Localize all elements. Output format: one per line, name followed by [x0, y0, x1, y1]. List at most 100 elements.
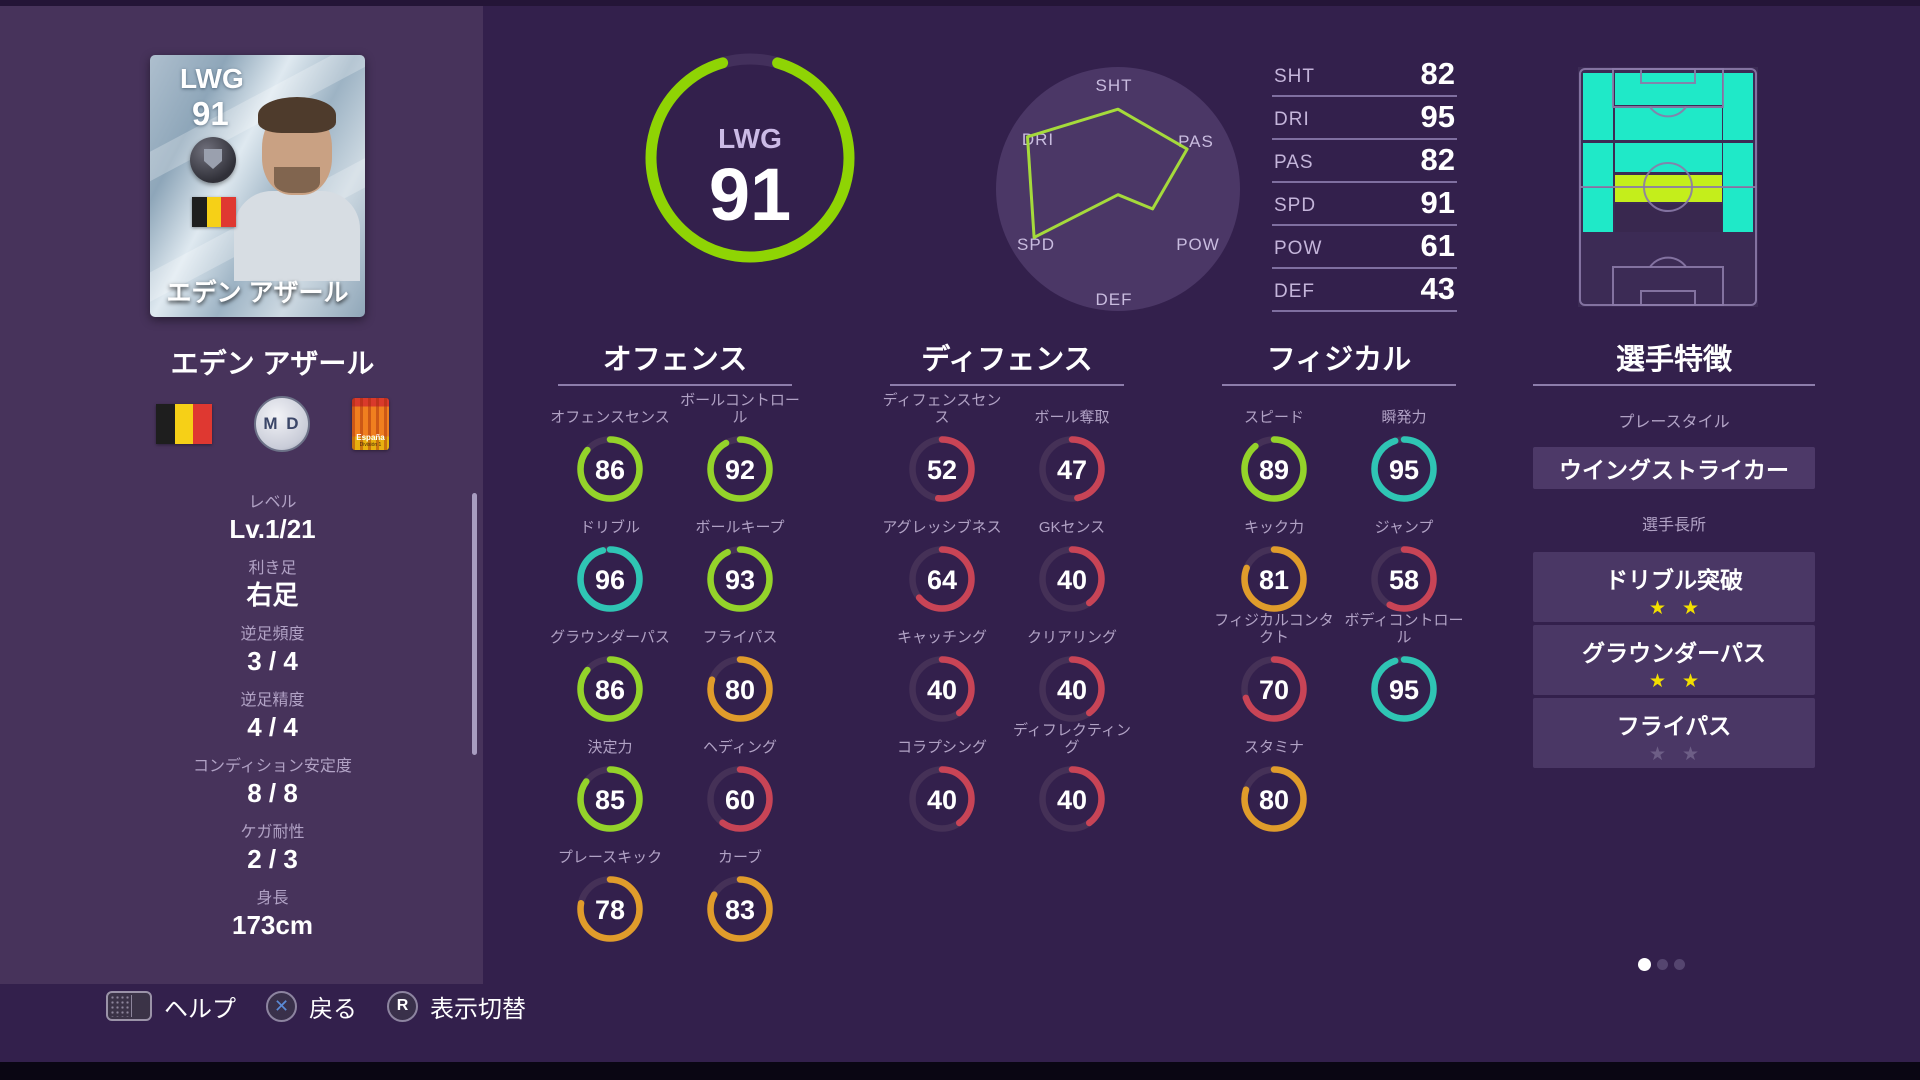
radar-axis-label: SPD: [1017, 235, 1055, 254]
cross-button-icon[interactable]: ✕: [266, 990, 297, 1022]
svg-text:40: 40: [1057, 565, 1087, 595]
svg-text:85: 85: [595, 785, 625, 815]
stat-cell: ボールキープ 93: [675, 502, 805, 612]
stat-ring: 95: [1371, 436, 1437, 502]
stat-ring: 83: [707, 876, 773, 942]
stat-column-title: ディフェンス: [921, 344, 1093, 376]
attribute-pair: 身長 173cm: [232, 889, 313, 942]
stat-cell: ボディコントロール 95: [1339, 612, 1469, 722]
stat-label: ボディコントロール: [1344, 612, 1464, 646]
affiliation-row: M D España División 1: [60, 396, 485, 452]
player-photo-hair: [258, 97, 336, 133]
stat-cell: クリアリング 40: [1007, 612, 1137, 722]
radar-axis-label: POW: [1176, 235, 1220, 254]
summary-stat-value: 91: [1420, 185, 1455, 220]
player-attributes-list: レベル Lv.1/21 利き足 右足 逆足頻度 3 / 4 逆足精度 4 / 4 コンディション…: [60, 493, 485, 955]
r-button-icon[interactable]: R: [387, 990, 418, 1022]
stat-cell: ボール奪取 47: [1007, 392, 1137, 502]
svg-text:40: 40: [1057, 785, 1087, 815]
overall-position-label: LWG: [718, 123, 782, 154]
stat-ring: 64: [909, 546, 975, 612]
stat-label: ボールコントロール: [680, 392, 800, 426]
player-sidebar: LWG 91 エデン アザール エデン アザール M D España Divi…: [0, 6, 483, 984]
stat-label: ジャンプ: [1374, 519, 1434, 536]
position-field-map: [1578, 67, 1758, 307]
stat-cell: GKセンス 40: [1007, 502, 1137, 612]
page-dot[interactable]: [1638, 958, 1651, 971]
stat-label: スタミナ: [1243, 739, 1304, 756]
stat-column-3: フィジカル スピード 89 瞬発力 95 キック力 81 ジャンプ 58 フィジカルコンタクト 70…: [1209, 340, 1469, 832]
stat-column-underline: [558, 384, 792, 386]
stat-label: 瞬発力: [1381, 409, 1427, 426]
playstyle-label: プレースタイル: [1618, 414, 1730, 431]
stat-column-2: ディフェンス ディフェンスセンス 52 ボール奪取 47 アグレッシブネス 64 GKセンス 4…: [877, 340, 1137, 832]
stat-cell: グラウンダーパス 86: [545, 612, 675, 722]
summary-stat-value: 82: [1420, 56, 1455, 91]
strength-card[interactable]: ドリブル突破 ★★: [1533, 552, 1815, 622]
stat-ring: 40: [909, 766, 975, 832]
stat-cell: オフェンスセンス 86: [545, 392, 675, 502]
stat-column-title: オフェンス: [602, 344, 748, 376]
stat-label: スピード: [1243, 409, 1304, 426]
traits-panel: 選手特徴 プレースタイル ウイングストライカー 選手長所 ドリブル突破 ★★ グラウ…: [1533, 340, 1815, 768]
svg-text:96: 96: [595, 565, 625, 595]
help-label[interactable]: ヘルプ: [164, 995, 236, 1023]
stat-cell: フライパス 80: [675, 612, 805, 722]
belgium-flag-icon: [192, 197, 237, 227]
stat-ring: 58: [1371, 546, 1437, 612]
stat-cell: コラプシング 40: [877, 722, 1007, 832]
stat-cell: カーブ 83: [675, 832, 805, 942]
attribute-label: 身長: [256, 890, 289, 907]
strength-stars: ★★: [1648, 671, 1716, 692]
title-underline: [1533, 384, 1815, 386]
page-dot[interactable]: [1657, 959, 1668, 970]
stat-label: フライパス: [702, 629, 778, 646]
stat-label: クリアリング: [1026, 629, 1117, 646]
stat-column-title: フィジカル: [1266, 344, 1412, 376]
stat-ring: 52: [909, 436, 975, 502]
svg-text:92: 92: [725, 455, 755, 485]
card-rating: 91: [192, 95, 229, 132]
strength-card[interactable]: グラウンダーパス ★★: [1533, 625, 1815, 695]
summary-stat-value: 95: [1420, 99, 1455, 134]
summary-stat-row: SPD 91: [1272, 183, 1457, 226]
stat-ring: 96: [577, 546, 643, 612]
attribute-pair: 逆足頻度 3 / 4: [240, 625, 304, 678]
sidebar-scrollbar[interactable]: [472, 493, 477, 755]
attribute-label: 逆足頻度: [240, 626, 305, 643]
display-toggle-label[interactable]: 表示切替: [430, 995, 526, 1023]
touchpad-button-icon[interactable]: [106, 991, 152, 1021]
stat-ring: 85: [577, 766, 643, 832]
stat-column-1: オフェンス オフェンスセンス 86 ボールコントロール 92 ドリブル 96 ボールキープ 93…: [545, 340, 805, 942]
stat-label: コラプシング: [896, 739, 987, 756]
svg-text:86: 86: [595, 455, 625, 485]
attribute-value: 右足: [246, 580, 299, 610]
stat-cell: ディフレクティング 40: [1007, 722, 1137, 832]
summary-stat-row: SHT 82: [1272, 54, 1457, 97]
stat-ring: 40: [1039, 766, 1105, 832]
strength-stars: ★★: [1648, 744, 1716, 765]
strengths-list: ドリブル突破 ★★ グラウンダーパス ★★ フライパス ★★: [1533, 552, 1815, 768]
attribute-label: コンディション安定度: [193, 758, 352, 775]
svg-text:93: 93: [725, 565, 755, 595]
stat-grid: ディフェンスセンス 52 ボール奪取 47 アグレッシブネス 64 GKセンス 40 キャッチン…: [877, 392, 1137, 832]
attribute-pair: 利き足 右足: [246, 559, 298, 612]
attribute-value: Lv.1/21: [229, 514, 316, 544]
stat-label: ディフレクティング: [1012, 722, 1132, 756]
page-dot[interactable]: [1674, 959, 1685, 970]
player-photo-body: [234, 191, 360, 281]
strength-card[interactable]: フライパス ★★: [1533, 698, 1815, 768]
stat-ring: 89: [1241, 436, 1307, 502]
summary-stat-label: POW: [1274, 238, 1323, 259]
stat-label: ディフェンスセンス: [882, 392, 1002, 426]
back-label[interactable]: 戻る: [309, 995, 357, 1023]
summary-stat-row: DEF 43: [1272, 269, 1457, 312]
strength-name: フライパス: [1616, 713, 1732, 739]
stat-ring: 60: [707, 766, 773, 832]
stat-ring: 47: [1039, 436, 1105, 502]
strength-stars: ★★: [1648, 598, 1716, 619]
summary-stat-label: SHT: [1274, 66, 1315, 87]
svg-text:52: 52: [927, 455, 957, 485]
stat-ring: 40: [1039, 546, 1105, 612]
